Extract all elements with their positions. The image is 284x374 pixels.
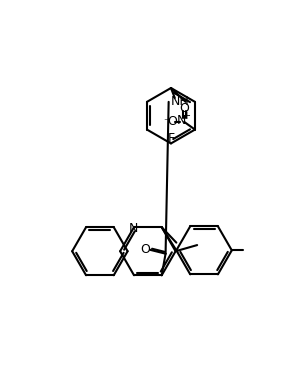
Text: N: N	[176, 114, 186, 127]
Text: ⁻: ⁻	[163, 117, 169, 127]
Text: +: +	[182, 111, 190, 121]
Text: O: O	[167, 116, 177, 128]
Text: F: F	[167, 132, 175, 144]
Text: NH: NH	[171, 95, 190, 108]
Text: N: N	[129, 221, 138, 234]
Text: O: O	[179, 101, 189, 114]
Text: O: O	[140, 243, 150, 256]
